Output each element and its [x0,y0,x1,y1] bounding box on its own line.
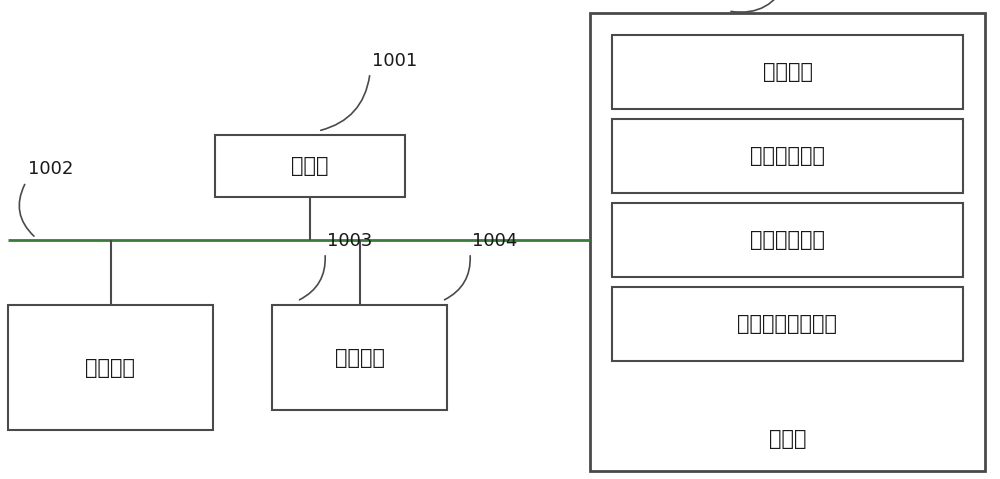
Bar [612,287,963,361]
Bar [272,305,447,410]
Text: 网络通信模块: 网络通信模块 [750,146,825,166]
Bar [590,13,985,471]
Text: 1001: 1001 [372,52,417,70]
Text: 用户接口模块: 用户接口模块 [750,230,825,250]
Text: 1003: 1003 [327,232,372,250]
Text: 用户接口: 用户接口 [86,357,136,377]
Bar [8,305,213,430]
Bar [612,35,963,109]
Text: 处理器: 处理器 [291,156,329,176]
Text: 1004: 1004 [472,232,517,250]
Bar [612,203,963,277]
Text: 存储器: 存储器 [769,429,806,449]
Text: 时区切换显示程序: 时区切换显示程序 [738,314,838,334]
Bar [612,119,963,193]
Text: 1002: 1002 [28,160,73,178]
Text: 网络接口: 网络接口 [334,347,384,367]
Text: 操作系统: 操作系统 [763,62,812,82]
Bar [215,135,405,197]
